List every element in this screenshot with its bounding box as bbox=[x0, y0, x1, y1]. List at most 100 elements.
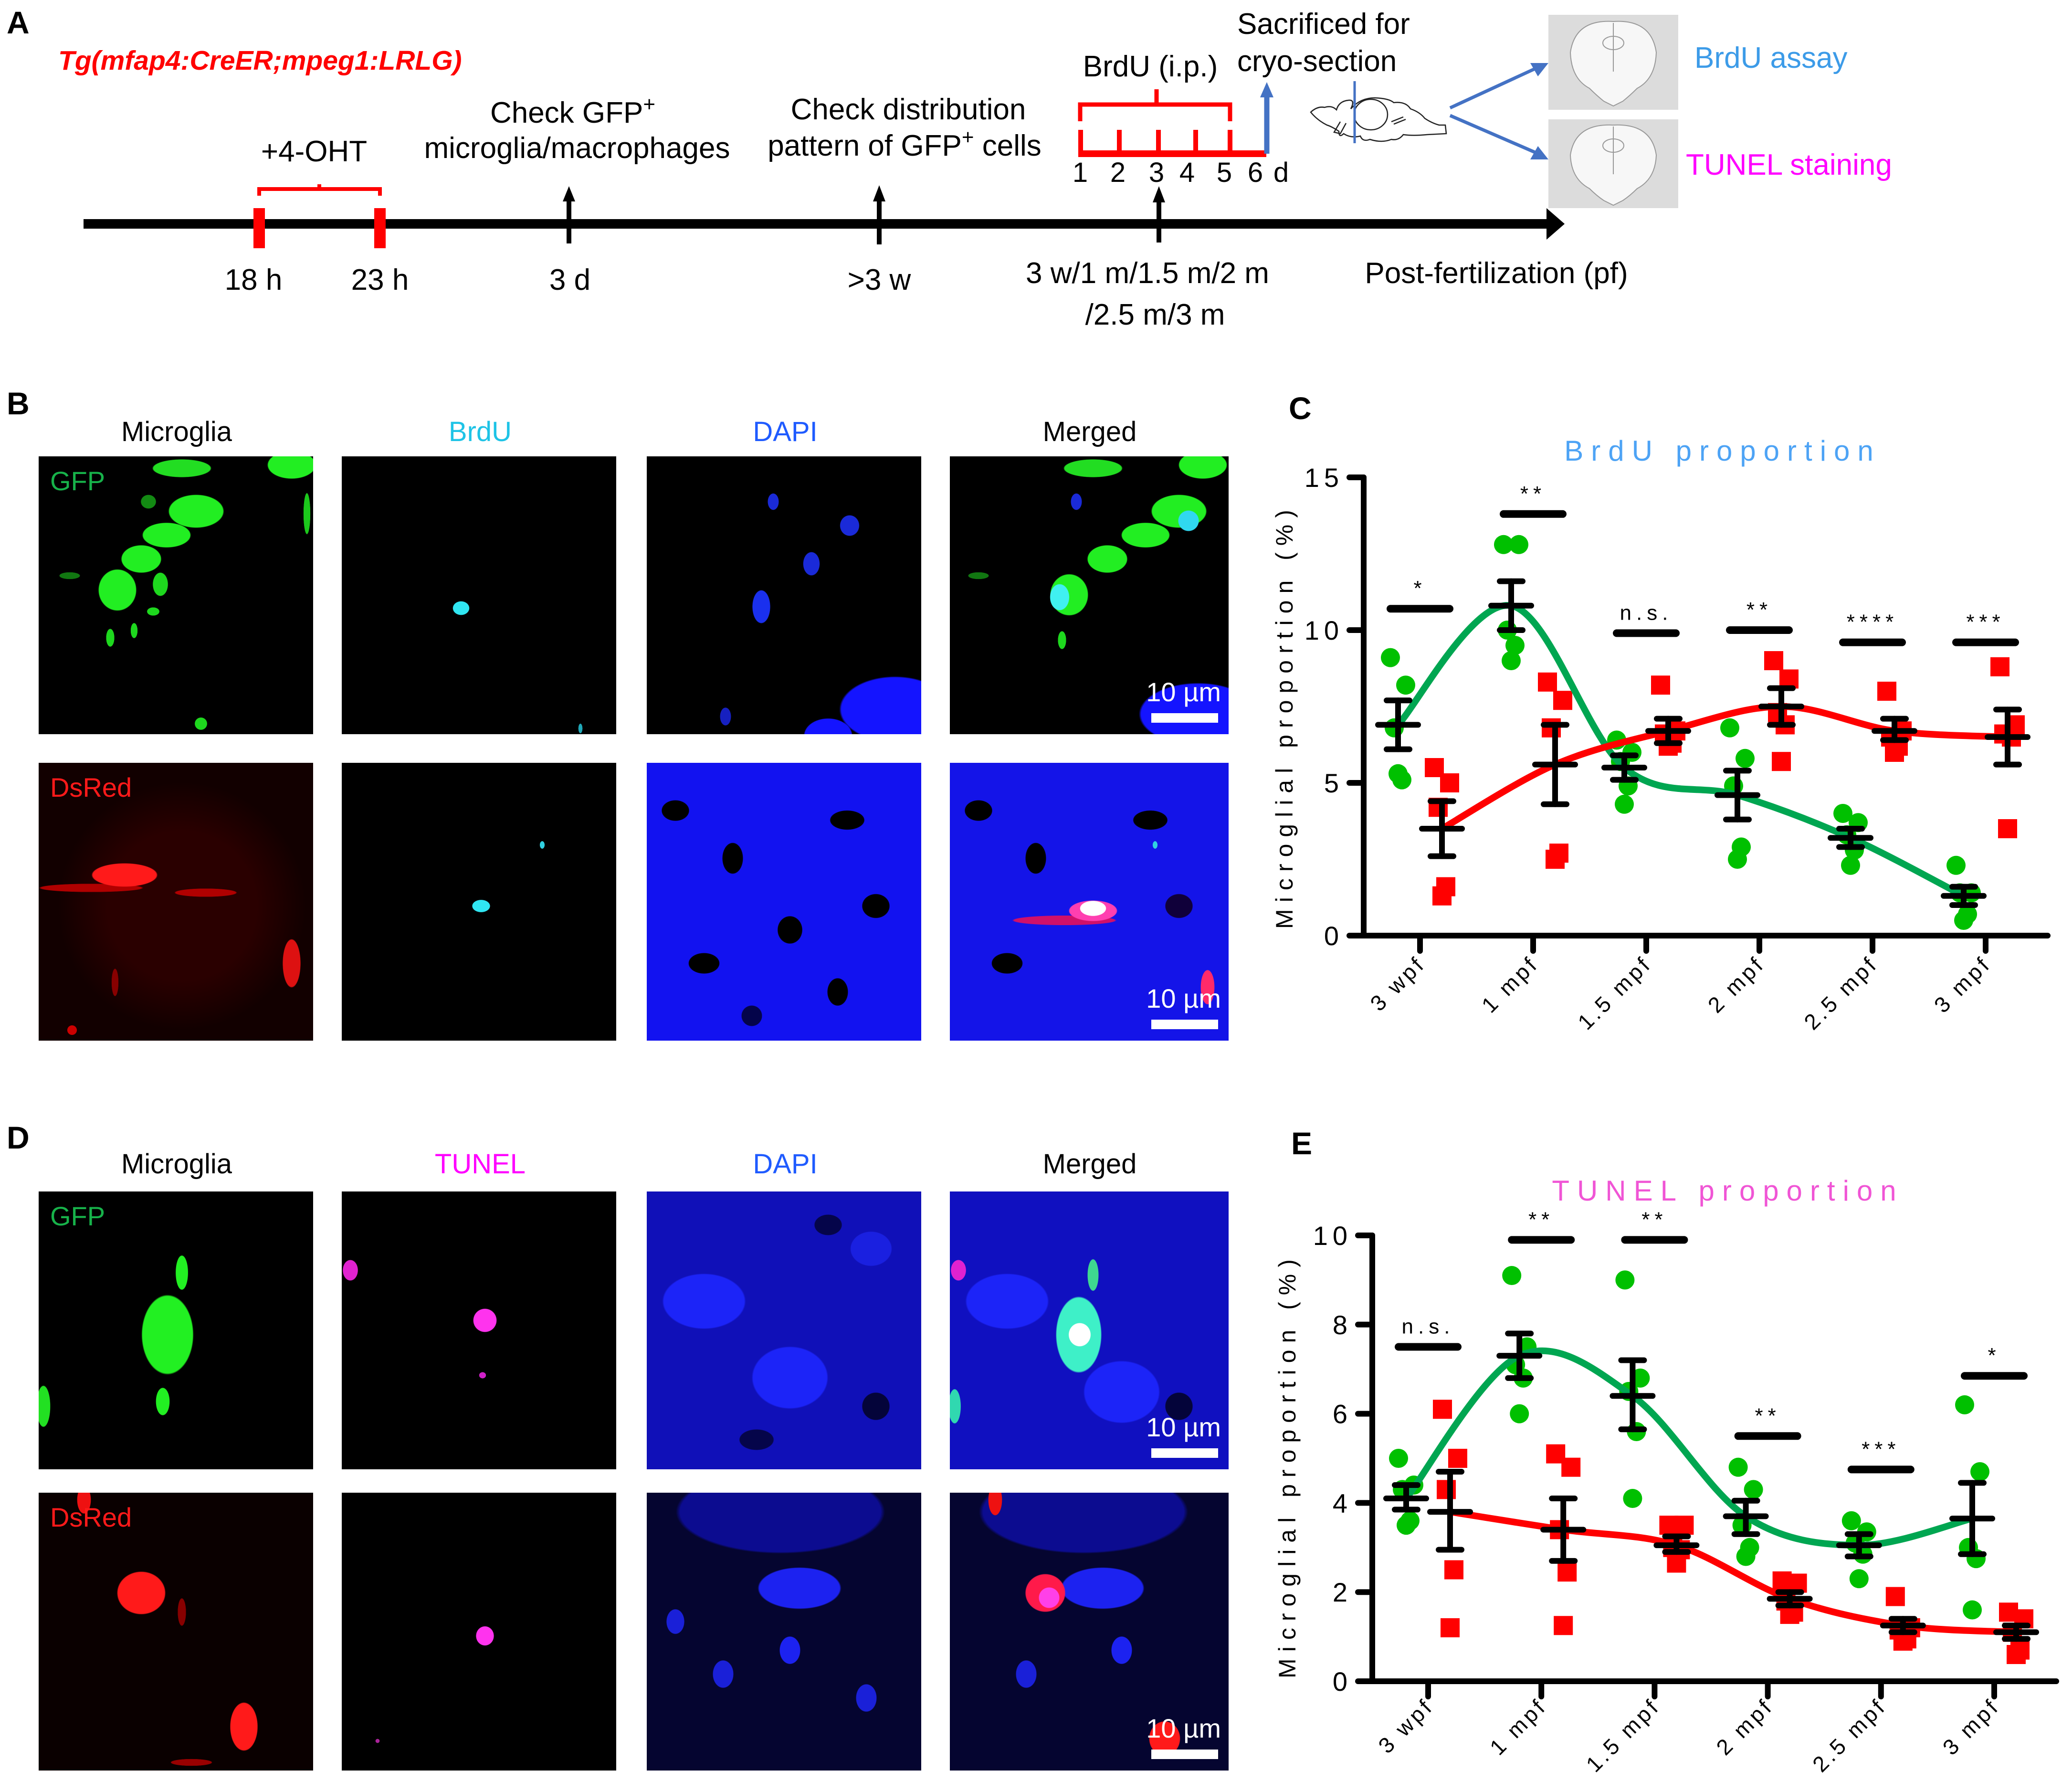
row-label-dsred: DsRed bbox=[50, 1502, 132, 1532]
data-point-dsred bbox=[1561, 1457, 1581, 1477]
brdu-day-label: 1 bbox=[1073, 157, 1088, 188]
panel-label-a: A bbox=[7, 5, 30, 40]
panel-label-e: E bbox=[1291, 1126, 1313, 1161]
brain-section-image bbox=[1548, 15, 1678, 110]
significance-label: *** bbox=[1862, 1437, 1900, 1461]
timeline-axis-label: Post-fertilization (pf) bbox=[1365, 257, 1628, 290]
x-category-label: 2.5 mpf bbox=[1808, 1693, 1891, 1777]
panel-label-c: C bbox=[1289, 390, 1312, 426]
micrograph-dsred-brdu bbox=[342, 763, 616, 1041]
arrow-up-icon bbox=[1153, 186, 1165, 242]
data-point-gfp bbox=[1396, 675, 1415, 695]
data-point-gfp bbox=[1728, 850, 1747, 869]
time-label-sampling-cont: /2.5 m/3 m bbox=[1085, 298, 1225, 331]
data-point-dsred bbox=[1877, 682, 1896, 701]
significance-label: ** bbox=[1520, 482, 1546, 506]
data-point-dsred bbox=[1772, 752, 1791, 771]
row-label-dsred: DsRed bbox=[50, 772, 132, 802]
chart-title: TUNEL proportion bbox=[1552, 1175, 1904, 1207]
data-point-dsred bbox=[1553, 691, 1572, 710]
significance-label: n.s. bbox=[1402, 1315, 1455, 1339]
brdu-day-label: 6 bbox=[1248, 157, 1263, 188]
treatment-label: +4-OHT bbox=[261, 135, 367, 168]
check-distribution-label: Check distribution bbox=[791, 93, 1026, 126]
micrograph-gfp-dapi bbox=[647, 1191, 921, 1469]
transgenic-line-title: Tg(mfap4:CreER;mpeg1:LRLG) bbox=[58, 45, 462, 76]
data-point-dsred bbox=[1651, 675, 1670, 695]
row-label-gfp: GFP bbox=[50, 1201, 105, 1231]
brdu-day-label: 5 bbox=[1217, 157, 1232, 188]
data-point-gfp bbox=[1736, 748, 1755, 768]
data-point-dsred bbox=[1674, 1516, 1694, 1535]
data-point-gfp bbox=[1509, 535, 1528, 554]
scale-bar bbox=[1151, 1020, 1218, 1029]
micrograph-gfp-microglia: GFP bbox=[39, 1191, 313, 1469]
y-tick-label: 2 bbox=[1333, 1577, 1352, 1607]
arrow-to-tunel-assay-icon bbox=[1449, 114, 1548, 159]
treatment-end-mark bbox=[374, 208, 386, 248]
brdu-assay-label: BrdU assay bbox=[1694, 42, 1847, 74]
data-point-dsred bbox=[1432, 886, 1452, 906]
micrograph-dsred-microglia: DsRed bbox=[39, 763, 313, 1041]
column-header-dapi: DAPI bbox=[753, 416, 818, 447]
data-point-gfp bbox=[1736, 1547, 1756, 1566]
data-point-dsred bbox=[1433, 1400, 1452, 1419]
y-tick-label: 15 bbox=[1305, 463, 1344, 493]
data-point-dsred bbox=[1538, 672, 1557, 692]
treatment-start-mark bbox=[253, 208, 265, 248]
brdu-day-label: 3 bbox=[1149, 157, 1164, 188]
data-point-dsred bbox=[1448, 1449, 1467, 1468]
micrograph-dsred-merged: 10 µm bbox=[950, 763, 1229, 1041]
y-axis-label: Microglial proportion (%) bbox=[1271, 503, 1298, 929]
data-point-gfp bbox=[1397, 1516, 1416, 1535]
micrograph-dsred-microglia: DsRed bbox=[39, 1493, 313, 1771]
treatment-bracket bbox=[257, 184, 382, 196]
time-label-sampling: 3 w/1 m/1.5 m/2 m bbox=[1026, 257, 1269, 290]
timeline-bar bbox=[84, 219, 1551, 229]
scale-bar-label: 10 µm bbox=[1146, 1412, 1221, 1442]
data-point-gfp bbox=[1615, 1270, 1635, 1290]
timeline-arrowhead-icon bbox=[1546, 208, 1565, 240]
column-header-brdu: BrdU bbox=[448, 416, 512, 447]
y-tick-label: 0 bbox=[1333, 1666, 1352, 1697]
data-point-dsred bbox=[1667, 1553, 1686, 1573]
time-label-3d: 3 d bbox=[549, 264, 590, 296]
check-gfp-target-label: microglia/macrophages bbox=[424, 132, 730, 165]
distribution-pattern-label: pattern of GFP+ cells bbox=[768, 126, 1042, 162]
data-point-gfp bbox=[1955, 1395, 1974, 1414]
micrograph-dsred-dapi bbox=[647, 1493, 921, 1771]
scale-bar bbox=[1151, 1448, 1218, 1458]
time-label-3w: >3 w bbox=[848, 264, 911, 296]
significance-label: *** bbox=[1966, 611, 2005, 634]
scale-bar-label: 10 µm bbox=[1146, 1713, 1221, 1743]
data-point-dsred bbox=[1440, 773, 1459, 792]
data-point-gfp bbox=[1744, 1480, 1763, 1499]
y-tick-label: 10 bbox=[1313, 1221, 1352, 1251]
data-point-gfp bbox=[1502, 1266, 1522, 1286]
x-category-label: 2 mpf bbox=[1711, 1693, 1778, 1760]
data-point-gfp bbox=[1389, 764, 1408, 783]
micrograph-gfp-merged: 10 µm bbox=[950, 1191, 1229, 1469]
scale-bar bbox=[1151, 1750, 1218, 1759]
y-tick-label: 10 bbox=[1305, 615, 1344, 645]
data-point-gfp bbox=[1505, 636, 1525, 655]
data-point-dsred bbox=[1885, 743, 1904, 762]
column-header-microglia: Microglia bbox=[121, 416, 232, 447]
data-point-gfp bbox=[1849, 1569, 1869, 1589]
arrow-up-icon bbox=[563, 186, 575, 243]
data-point-dsred bbox=[1764, 651, 1783, 670]
arrow-to-brdu-assay-icon bbox=[1449, 63, 1548, 110]
column-header-dapi: DAPI bbox=[753, 1149, 818, 1180]
y-tick-label: 0 bbox=[1324, 921, 1344, 951]
brain-section-image bbox=[1548, 119, 1678, 208]
data-point-dsred bbox=[1546, 850, 1565, 869]
y-axis-label: Microglial proportion (%) bbox=[1274, 1253, 1301, 1678]
data-point-gfp bbox=[1841, 1511, 1861, 1530]
brdu-day-label: 4 bbox=[1179, 157, 1195, 188]
x-category-label: 3 wpf bbox=[1373, 1693, 1438, 1758]
data-point-gfp bbox=[1841, 855, 1860, 875]
significance-label: * bbox=[1413, 577, 1426, 600]
brdu-injection-comb bbox=[1078, 130, 1266, 157]
data-point-dsred bbox=[1990, 657, 2009, 676]
data-point-gfp bbox=[1623, 1489, 1642, 1508]
